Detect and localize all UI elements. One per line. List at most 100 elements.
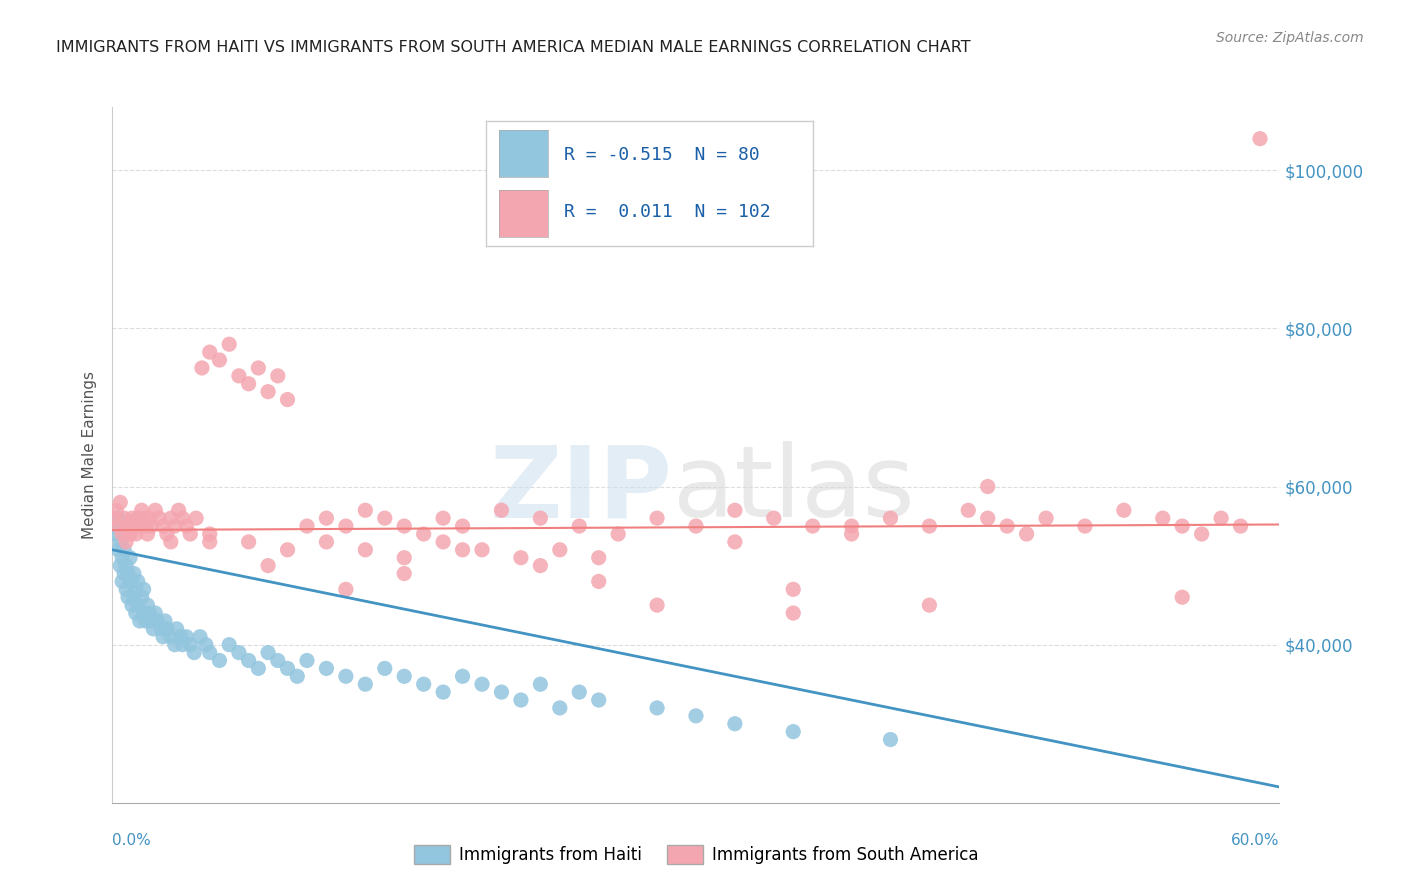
Point [156, 622, 179, 636]
Point [685, 519, 707, 533]
Point [138, 511, 160, 525]
Point [198, 527, 221, 541]
Point [127, 574, 149, 589]
Point [208, 653, 231, 667]
Point [156, 527, 179, 541]
Point [172, 638, 194, 652]
Point [548, 701, 571, 715]
Point [160, 630, 183, 644]
Point [238, 376, 260, 391]
Point [257, 384, 280, 399]
Point [918, 519, 941, 533]
Point [198, 535, 221, 549]
Point [132, 582, 155, 597]
Point [247, 361, 270, 376]
Point [976, 479, 998, 493]
Point [285, 669, 308, 683]
Point [125, 606, 148, 620]
Point [1229, 519, 1251, 533]
Point [117, 591, 139, 605]
Point [529, 677, 551, 691]
Point [782, 582, 804, 597]
Point [111, 527, 134, 541]
Point [782, 606, 804, 620]
Point [238, 535, 260, 549]
Point [394, 519, 416, 533]
Point [412, 677, 434, 691]
Point [117, 519, 139, 533]
Point [169, 630, 191, 644]
Point [762, 511, 785, 525]
Point [128, 614, 150, 628]
Point [238, 653, 260, 667]
Point [801, 519, 824, 533]
Point [1152, 511, 1174, 525]
Point [724, 503, 747, 517]
Point [166, 622, 188, 636]
Legend: Immigrants from Haiti, Immigrants from South America: Immigrants from Haiti, Immigrants from S… [413, 845, 979, 864]
Point [131, 503, 153, 517]
Point [295, 519, 318, 533]
Point [568, 685, 591, 699]
Point [132, 606, 155, 620]
Point [529, 558, 551, 573]
Point [247, 661, 270, 675]
Point [451, 519, 474, 533]
Point [183, 646, 205, 660]
Point [588, 574, 610, 589]
Point [121, 598, 143, 612]
Point [127, 511, 149, 525]
Point [167, 503, 190, 517]
Point [103, 511, 125, 525]
Point [153, 614, 176, 628]
Point [724, 535, 747, 549]
Point [315, 661, 337, 675]
Point [645, 511, 668, 525]
Point [548, 542, 571, 557]
Point [121, 574, 143, 589]
Point [135, 519, 157, 533]
Point [782, 724, 804, 739]
Point [607, 527, 630, 541]
Point [115, 535, 138, 549]
Point [335, 669, 357, 683]
Point [879, 732, 901, 747]
Point [179, 527, 201, 541]
Point [118, 550, 141, 565]
Point [105, 503, 128, 517]
Point [112, 542, 135, 557]
Text: 60.0%: 60.0% [1232, 833, 1279, 848]
Point [276, 661, 298, 675]
Point [128, 519, 150, 533]
Point [1191, 527, 1213, 541]
Point [142, 622, 165, 636]
Point [257, 558, 280, 573]
Point [138, 606, 160, 620]
Y-axis label: Median Male Earnings: Median Male Earnings [82, 371, 97, 539]
Point [111, 574, 134, 589]
Point [267, 368, 290, 383]
Point [110, 495, 132, 509]
Text: 0.0%: 0.0% [112, 833, 152, 848]
Point [143, 503, 166, 517]
Point [315, 511, 337, 525]
Point [1249, 131, 1271, 145]
Point [335, 582, 357, 597]
Point [374, 661, 396, 675]
Point [412, 527, 434, 541]
Point [529, 511, 551, 525]
Point [1035, 511, 1057, 525]
Point [432, 535, 454, 549]
Point [394, 669, 416, 683]
Point [354, 542, 377, 557]
Point [141, 519, 163, 533]
Point [491, 685, 513, 699]
Point [115, 582, 138, 597]
Point [267, 653, 290, 667]
Point [918, 598, 941, 612]
Point [160, 535, 183, 549]
Point [1074, 519, 1097, 533]
Point [188, 630, 211, 644]
Point [125, 582, 148, 597]
Point [1171, 591, 1194, 605]
